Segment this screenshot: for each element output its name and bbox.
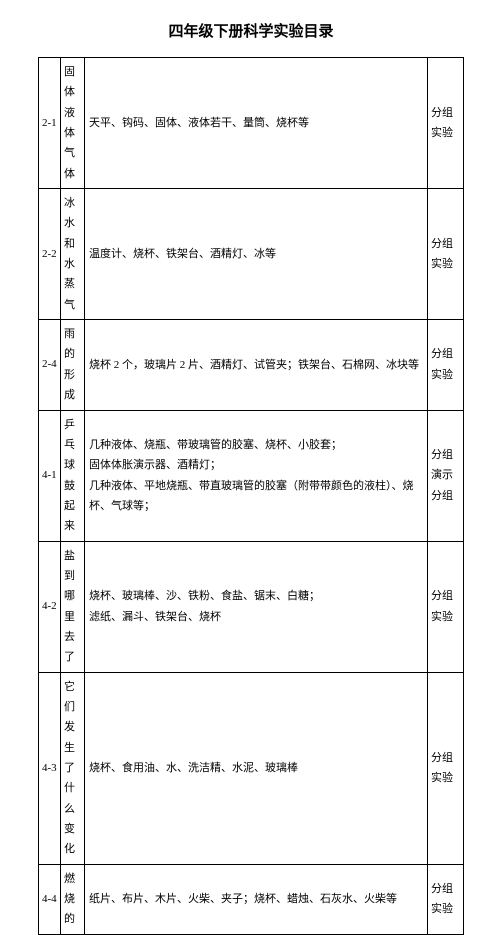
row-type: 分组实验 (428, 541, 464, 672)
table-row: 4-1乒乓球鼓起来几种液体、烧瓶、带玻璃管的胶塞、烧杯、小胶套；固体体胀演示器、… (39, 410, 464, 541)
table-row: 2-2冰水和水蒸气温度计、烧杯、铁架台、酒精灯、冰等分组实验 (39, 189, 464, 320)
row-id: 4-2 (39, 541, 61, 672)
row-name: 盐到哪里去了 (61, 541, 85, 672)
table-row: 2-1固体液体气体天平、钩码、固体、液体若干、量筒、烧杯等分组实验 (39, 58, 464, 189)
table-row: 4-3它们发生了什么变化烧杯、食用油、水、洗洁精、水泥、玻璃棒分组实验 (39, 672, 464, 864)
row-name: 雨的形成 (61, 320, 85, 410)
row-id: 4-3 (39, 672, 61, 864)
row-type: 分组实验 (428, 320, 464, 410)
row-materials: 天平、钩码、固体、液体若干、量筒、烧杯等 (85, 58, 428, 189)
row-type: 分组实验 (428, 189, 464, 320)
row-id: 2-2 (39, 189, 61, 320)
row-type: 分组实验 (428, 864, 464, 934)
row-id: 2-1 (39, 58, 61, 189)
row-materials: 纸片、布片、木片、火柴、夹子；烧杯、蜡烛、石灰水、火柴等 (85, 864, 428, 934)
table-row: 2-4雨的形成烧杯 2 个，玻璃片 2 片、酒精灯、试管夹；铁架台、石棉网、冰块… (39, 320, 464, 410)
row-name: 它们发生了什么变化 (61, 672, 85, 864)
experiment-table: 2-1固体液体气体天平、钩码、固体、液体若干、量筒、烧杯等分组实验2-2冰水和水… (38, 57, 464, 935)
row-type: 分组实验 (428, 672, 464, 864)
row-materials: 烧杯 2 个，玻璃片 2 片、酒精灯、试管夹；铁架台、石棉网、冰块等 (85, 320, 428, 410)
page-title: 四年级下册科学实验目录 (38, 20, 464, 41)
row-name: 固体液体气体 (61, 58, 85, 189)
row-name: 冰水和水蒸气 (61, 189, 85, 320)
row-materials: 几种液体、烧瓶、带玻璃管的胶塞、烧杯、小胶套；固体体胀演示器、酒精灯；几种液体、… (85, 410, 428, 541)
row-name: 乒乓球鼓起来 (61, 410, 85, 541)
row-id: 4-1 (39, 410, 61, 541)
table-row: 4-4燃烧的纸片、布片、木片、火柴、夹子；烧杯、蜡烛、石灰水、火柴等分组实验 (39, 864, 464, 934)
table-row: 4-2盐到哪里去了烧杯、玻璃棒、沙、铁粉、食盐、锯末、白糖；滤纸、漏斗、铁架台、… (39, 541, 464, 672)
row-materials: 烧杯、玻璃棒、沙、铁粉、食盐、锯末、白糖；滤纸、漏斗、铁架台、烧杯 (85, 541, 428, 672)
row-type: 分组实验 (428, 58, 464, 189)
row-materials: 温度计、烧杯、铁架台、酒精灯、冰等 (85, 189, 428, 320)
row-materials: 烧杯、食用油、水、洗洁精、水泥、玻璃棒 (85, 672, 428, 864)
row-id: 2-4 (39, 320, 61, 410)
row-name: 燃烧的 (61, 864, 85, 934)
row-type: 分组演示分组 (428, 410, 464, 541)
row-id: 4-4 (39, 864, 61, 934)
